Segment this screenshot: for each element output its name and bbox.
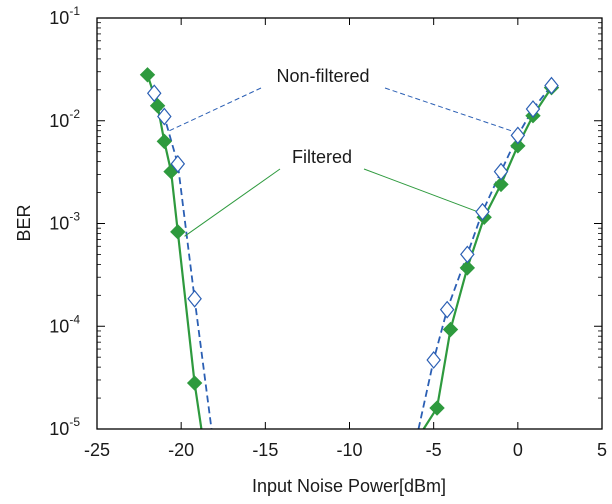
data-point-filtered bbox=[186, 375, 203, 391]
y-tick-label: 10-4 bbox=[49, 312, 80, 336]
x-tick-label: -5 bbox=[426, 440, 442, 460]
data-point-filtered bbox=[429, 400, 445, 416]
data-point-nonfiltered bbox=[170, 154, 186, 173]
data-point-nonfiltered bbox=[493, 162, 509, 181]
series-line bbox=[146, 74, 203, 429]
plot-marks: Non-filtered Filtered bbox=[139, 66, 560, 429]
x-tick-label: -15 bbox=[252, 440, 278, 460]
axis-ticks bbox=[96, 17, 603, 430]
data-point-filtered bbox=[442, 321, 459, 338]
data-point-nonfiltered bbox=[187, 289, 202, 308]
x-axis-label: Input Noise Power[dBm] bbox=[252, 476, 446, 496]
annotation-pointer bbox=[384, 87, 512, 132]
x-tick-label: -10 bbox=[336, 440, 362, 460]
data-point-nonfiltered bbox=[426, 350, 441, 369]
x-tick-label: -25 bbox=[84, 440, 110, 460]
data-point-filtered bbox=[149, 98, 166, 114]
x-tick-label: 5 bbox=[597, 440, 607, 460]
y-tick-label: 10-5 bbox=[49, 415, 80, 439]
annotation-label: Filtered bbox=[292, 147, 352, 167]
annotation-pointer bbox=[184, 168, 281, 237]
data-point-filtered bbox=[493, 176, 509, 193]
x-tick-label: -20 bbox=[168, 440, 194, 460]
data-point-filtered bbox=[139, 67, 156, 83]
x-tick-labels: -25 -20 -15 -10 -5 0 5 bbox=[84, 440, 607, 460]
annotation-pointer bbox=[169, 87, 262, 132]
data-point-nonfiltered bbox=[510, 126, 526, 145]
annotation-pointer bbox=[363, 168, 483, 215]
data-point-filtered bbox=[156, 133, 173, 150]
series-line bbox=[417, 85, 553, 429]
y-tick-label: 10-2 bbox=[49, 107, 80, 131]
data-point-nonfiltered bbox=[525, 100, 541, 118]
annotation-label: Non-filtered bbox=[276, 66, 369, 86]
data-point-filtered bbox=[170, 224, 186, 240]
series-line bbox=[422, 86, 553, 429]
data-point-filtered bbox=[510, 138, 526, 154]
data-point-nonfiltered bbox=[439, 300, 455, 319]
y-axis-label: BER bbox=[14, 204, 34, 241]
data-point-nonfiltered bbox=[157, 107, 172, 126]
data-point-nonfiltered bbox=[146, 84, 162, 103]
data-point-nonfiltered bbox=[460, 245, 475, 264]
data-point-filtered bbox=[459, 260, 476, 276]
y-tick-label: 10-1 bbox=[49, 4, 80, 28]
y-tick-label: 10-3 bbox=[49, 210, 80, 234]
data-point-nonfiltered bbox=[544, 76, 559, 95]
data-point-nonfiltered bbox=[475, 202, 490, 221]
x-tick-label: 0 bbox=[513, 440, 523, 460]
y-tick-labels: 10-5 10-4 10-3 10-2 10-1 bbox=[49, 4, 80, 439]
